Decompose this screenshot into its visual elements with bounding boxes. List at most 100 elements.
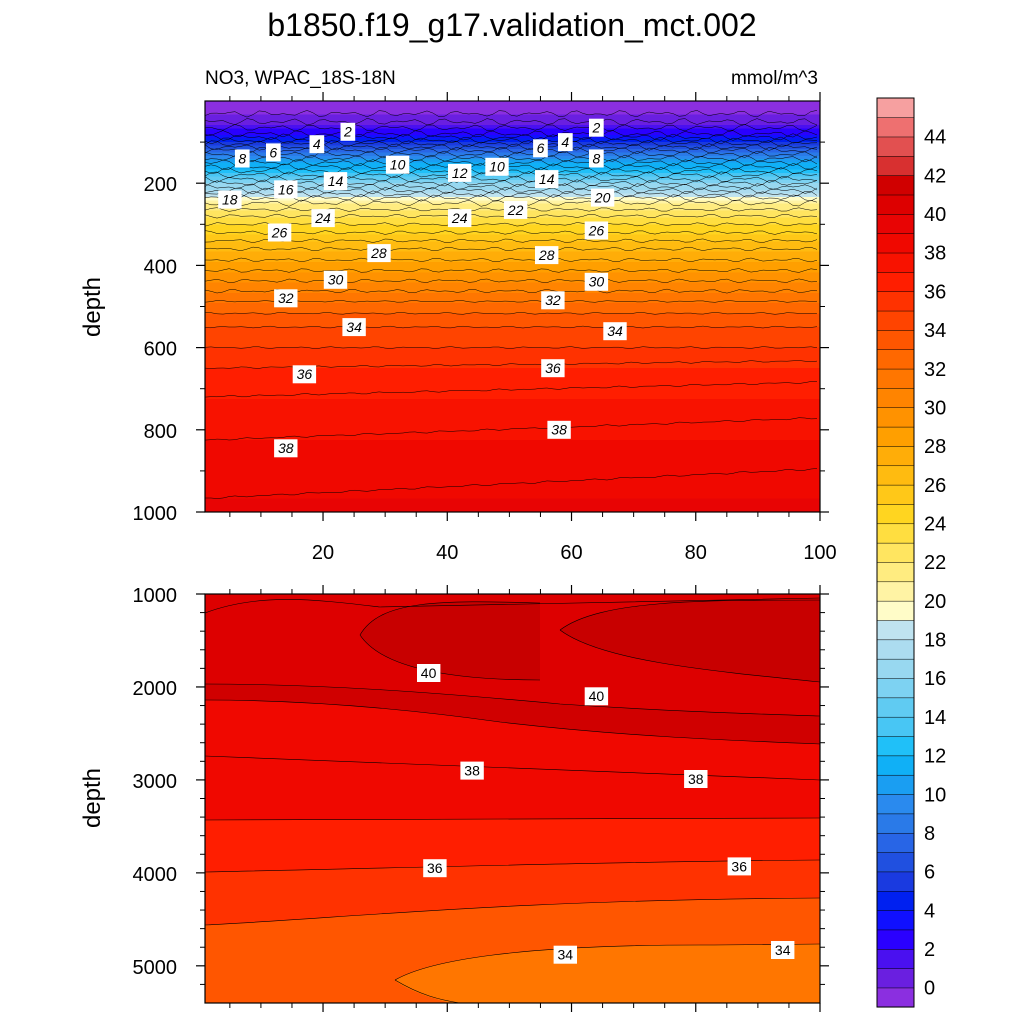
contour-label: 16 (278, 181, 294, 197)
lower-fill-42-right (560, 600, 820, 682)
colorbar-swatch (876, 387, 915, 408)
contour-label: 38 (464, 763, 480, 779)
y-tick-label: 200 (144, 174, 177, 196)
contour-label-box (342, 318, 366, 337)
colorbar-label: 24 (924, 514, 946, 536)
contour-label: 4 (561, 134, 569, 150)
colorbar-label: 22 (924, 552, 946, 574)
upper-contour-line (205, 124, 818, 132)
contour-label-box (584, 272, 609, 291)
lower-y-ticks: 1000 2000 3000 4000 5000 (133, 585, 829, 985)
contour-label: 22 (507, 202, 524, 218)
upper-contour-line (205, 222, 818, 227)
upper-contour-line (205, 300, 818, 303)
contour-label-box (603, 322, 627, 341)
upper-contour-line (205, 110, 818, 118)
y-tick-label: 600 (144, 339, 177, 361)
contour-label: 2 (343, 124, 352, 140)
contour-label: 34 (558, 947, 574, 963)
upper-y-ticks: 200 400 600 800 1000 (133, 141, 829, 525)
colorbar-swatch (876, 852, 915, 873)
colorbar-label: 20 (924, 591, 946, 613)
contour-label: 8 (238, 150, 246, 166)
upper-contour-line (205, 136, 818, 145)
contour-label: 20 (594, 190, 611, 206)
contour-label-box (584, 687, 609, 706)
contour-label-box (589, 149, 604, 168)
upper-contour-line (205, 238, 818, 243)
x-tick-label: 60 (560, 542, 582, 564)
colorbar-swatch (876, 968, 915, 989)
contour-label-box (274, 289, 298, 308)
contour-label: 32 (278, 290, 294, 306)
contour-label-box (541, 359, 565, 378)
contour-label-box (460, 761, 484, 780)
colorbar-label: 26 (924, 475, 946, 497)
contour-label-box (385, 155, 410, 174)
contour-label-box (274, 180, 298, 199)
contour-label-box (292, 365, 317, 384)
colorbar-swatch (876, 136, 915, 157)
contour-label: 18 (222, 192, 238, 208)
contour-label-box (340, 122, 356, 141)
lower-panel: 40 40 38 38 36 36 34 34 1000 2000 3000 4000 5000 de… (79, 585, 829, 1012)
contour-label: 26 (271, 224, 288, 240)
colorbar-swatch (876, 503, 915, 525)
contour-label-box (417, 664, 441, 682)
contour-label-box (448, 209, 472, 228)
colorbar-label: 12 (924, 746, 946, 768)
upper-contour-line (205, 140, 818, 148)
contour-label: 38 (551, 422, 567, 438)
colorbar-swatch (876, 252, 915, 273)
contour-label: 40 (589, 688, 605, 704)
colorbar-swatch (876, 581, 915, 602)
colorbar-swatch (876, 329, 915, 350)
colorbar-frame (876, 97, 915, 1008)
upper-contour-line (205, 154, 818, 163)
colorbar-label: 4 (924, 900, 935, 922)
contour-label-box (323, 172, 348, 191)
colorbar-swatch (876, 542, 915, 563)
contour-label-box (266, 143, 281, 162)
contour-label: 36 (427, 860, 443, 876)
colorbar-swatch (876, 175, 915, 196)
contour-label: 28 (538, 247, 555, 263)
y-tick-label: 400 (144, 256, 177, 278)
colorbar-swatch (876, 697, 915, 718)
y-tick-label: 2000 (133, 678, 178, 700)
colorbar-swatch (876, 948, 915, 969)
colorbar-label: 0 (924, 978, 935, 1000)
colorbar-label: 2 (924, 939, 935, 961)
colorbar-label: 18 (924, 630, 946, 652)
colorbar-swatch (876, 929, 915, 950)
colorbar-swatch (876, 194, 915, 215)
upper-contour-line (205, 312, 818, 315)
colorbar-label: 40 (924, 204, 946, 226)
units-label: mmol/m^3 (731, 68, 818, 89)
colorbar-swatch (876, 755, 915, 776)
lower-contour-labels: 40 40 38 38 36 36 34 34 (417, 664, 795, 964)
upper-contour-line (205, 346, 818, 349)
colorbar-swatch (876, 484, 915, 505)
contour-label-box (503, 200, 528, 219)
colorbar-swatch (876, 349, 915, 370)
y-tick-label: 3000 (133, 771, 178, 793)
colorbar-label: 36 (924, 281, 946, 303)
colorbar-label: 30 (924, 397, 946, 419)
x-tick-label: 100 (803, 542, 836, 564)
y-tick-label: 800 (144, 421, 177, 443)
upper-contour-line (205, 257, 818, 263)
upper-contour-line (205, 183, 818, 191)
contour-label: 34 (775, 942, 791, 958)
contour-label: 14 (539, 171, 555, 187)
upper-contour-line (205, 146, 818, 155)
contour-label-box (541, 291, 565, 310)
contour-label-box (485, 157, 509, 176)
contour-label: 40 (421, 665, 437, 681)
upper-contour-line (205, 230, 818, 235)
colorbar-label: 34 (924, 320, 946, 342)
x-tick-label: 80 (685, 542, 707, 564)
colorbar-swatch (876, 658, 915, 679)
contour-label: 10 (390, 157, 406, 173)
